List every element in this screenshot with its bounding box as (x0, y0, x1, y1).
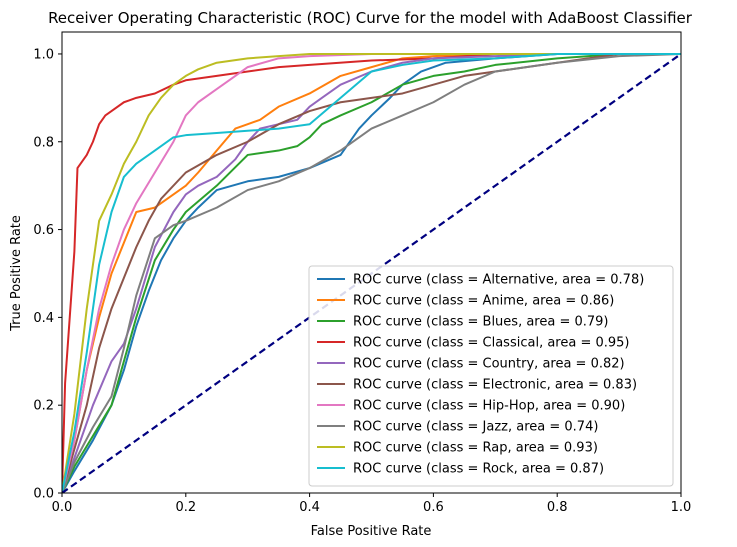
legend-label-7: ROC curve (class = Jazz, area = 0.74) (353, 420, 598, 435)
roc-curve-0 (62, 52, 681, 493)
legend: ROC curve (class = Alternative, area = 0… (308, 265, 674, 487)
x-axis-ticks: 0.0 0.2 0.4 0.6 0.8 1.0 (52, 493, 692, 515)
plot-frame (61, 31, 682, 494)
legend-label-5: ROC curve (class = Electronic, area = 0.… (353, 378, 637, 393)
roc-curve-8 (62, 52, 681, 493)
y-axis-label: True Positive Rate (9, 215, 24, 332)
y-tick-label: 0.2 (33, 399, 54, 414)
legend-label-4: ROC curve (class = Country, area = 0.82) (353, 357, 625, 372)
y-tick-label: 0.4 (33, 311, 54, 326)
roc-curve-7 (62, 52, 681, 493)
roc-curve-5 (62, 52, 681, 493)
legend-box (308, 265, 674, 487)
curves-group (62, 52, 681, 493)
x-tick-label: 0.8 (547, 500, 568, 515)
roc-curve-9 (62, 52, 681, 493)
legend-label-9: ROC curve (class = Rock, area = 0.87) (353, 462, 604, 477)
roc-curve-1 (62, 52, 681, 493)
y-tick-label: 0.8 (33, 135, 54, 150)
y-tick-label: 0.6 (33, 223, 54, 238)
legend-label-0: ROC curve (class = Alternative, area = 0… (353, 273, 644, 288)
legend-label-6: ROC curve (class = Hip-Hop, area = 0.90) (353, 399, 625, 414)
x-tick-label: 0.0 (52, 500, 73, 515)
x-tick-label: 0.2 (175, 500, 196, 515)
legend-label-8: ROC curve (class = Rap, area = 0.93) (353, 441, 598, 456)
x-tick-label: 0.6 (423, 500, 444, 515)
plot-area (61, 31, 682, 494)
x-tick-label: 1.0 (671, 500, 692, 515)
y-tick-label: 1.0 (33, 47, 54, 62)
legend-label-3: ROC curve (class = Classical, area = 0.9… (353, 336, 630, 351)
legend-label-2: ROC curve (class = Blues, area = 0.79) (353, 315, 609, 330)
x-axis-label: False Positive Rate (311, 524, 432, 539)
legend-label-1: ROC curve (class = Anime, area = 0.86) (353, 294, 614, 309)
y-axis-ticks: 0.0 0.2 0.4 0.6 0.8 1.0 (33, 47, 62, 502)
chart-title: Receiver Operating Characteristic (ROC) … (48, 9, 693, 27)
y-tick-label: 0.0 (33, 487, 54, 502)
roc-curve-3 (62, 52, 681, 493)
roc-curve-2 (62, 52, 681, 493)
x-tick-label: 0.4 (299, 500, 320, 515)
